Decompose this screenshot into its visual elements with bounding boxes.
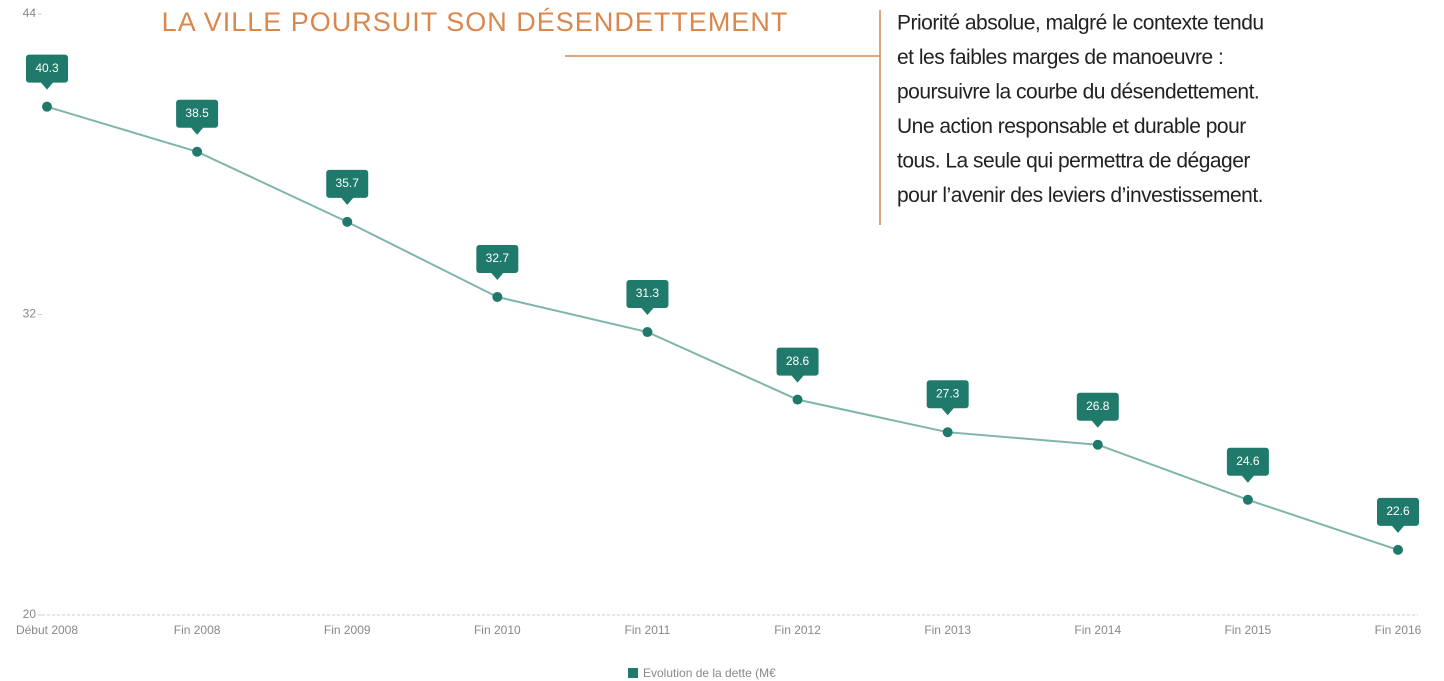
value-label: 24.6 <box>1236 454 1260 468</box>
point <box>42 101 52 112</box>
annotation-line: Une action responsable et durable pour <box>897 115 1246 138</box>
value-label-box <box>926 380 969 416</box>
annotation-line: pour l’avenir des leviers d’investisseme… <box>897 184 1263 207</box>
point <box>642 327 653 338</box>
value-label: 31.3 <box>636 286 660 300</box>
y-tick-label: 32 <box>23 307 37 321</box>
value-label: 38.5 <box>185 106 209 120</box>
point <box>1092 439 1103 450</box>
value-label-box <box>176 99 219 135</box>
x-tick-label: Fin 2009 <box>324 623 371 637</box>
value-label: 40.3 <box>35 61 59 75</box>
chart-title: LA VILLE POURSUIT SON DÉSENDETTEMENT <box>162 7 789 37</box>
y-tick-label: 44 <box>23 6 37 20</box>
value-label: 26.8 <box>1086 399 1110 413</box>
x-tick-label: Fin 2008 <box>174 623 221 637</box>
value-label: 35.7 <box>336 176 360 190</box>
value-label: 28.6 <box>786 354 810 368</box>
x-tick-label: Fin 2013 <box>924 623 971 637</box>
series-line <box>46 105 1399 551</box>
annotation-line: poursuivre la courbe du désendettement. <box>897 81 1259 104</box>
legend-label: Evolution de la dette (M€ <box>643 666 776 680</box>
x-tick-label: Début 2008 <box>16 623 78 637</box>
value-label-box <box>1377 497 1419 533</box>
value-label-box <box>1076 392 1119 428</box>
point <box>1393 544 1403 555</box>
x-tick-label: Fin 2015 <box>1225 623 1272 637</box>
value-label-box <box>776 347 819 383</box>
value-label-box <box>326 169 369 205</box>
value-label-box <box>26 54 68 90</box>
x-tick-label: Fin 2016 <box>1375 623 1422 637</box>
point <box>192 146 203 157</box>
value-label: 32.7 <box>486 251 510 265</box>
value-label-box <box>1226 447 1269 483</box>
annotation-line: Priorité absolue, malgré le contexte ten… <box>897 12 1264 35</box>
point <box>1242 494 1253 505</box>
legend-swatch <box>628 668 638 678</box>
x-tick-label: Fin 2011 <box>625 623 671 637</box>
annotation-line: tous. La seule qui permettra de dégager <box>897 150 1250 173</box>
value-label-box <box>476 244 519 280</box>
x-tick-label: Fin 2014 <box>1074 623 1121 637</box>
x-tick-label: Fin 2010 <box>474 623 521 637</box>
y-tick-label: 20 <box>23 607 37 621</box>
annotation-line: et les faibles marges de manoeuvre : <box>897 46 1223 69</box>
point <box>342 216 353 227</box>
value-label-box <box>626 280 669 316</box>
value-label: 27.3 <box>936 386 960 400</box>
value-label: 22.6 <box>1386 504 1410 518</box>
point <box>942 427 953 438</box>
point <box>792 394 803 405</box>
x-tick-label: Fin 2012 <box>774 623 821 637</box>
point <box>492 291 503 302</box>
